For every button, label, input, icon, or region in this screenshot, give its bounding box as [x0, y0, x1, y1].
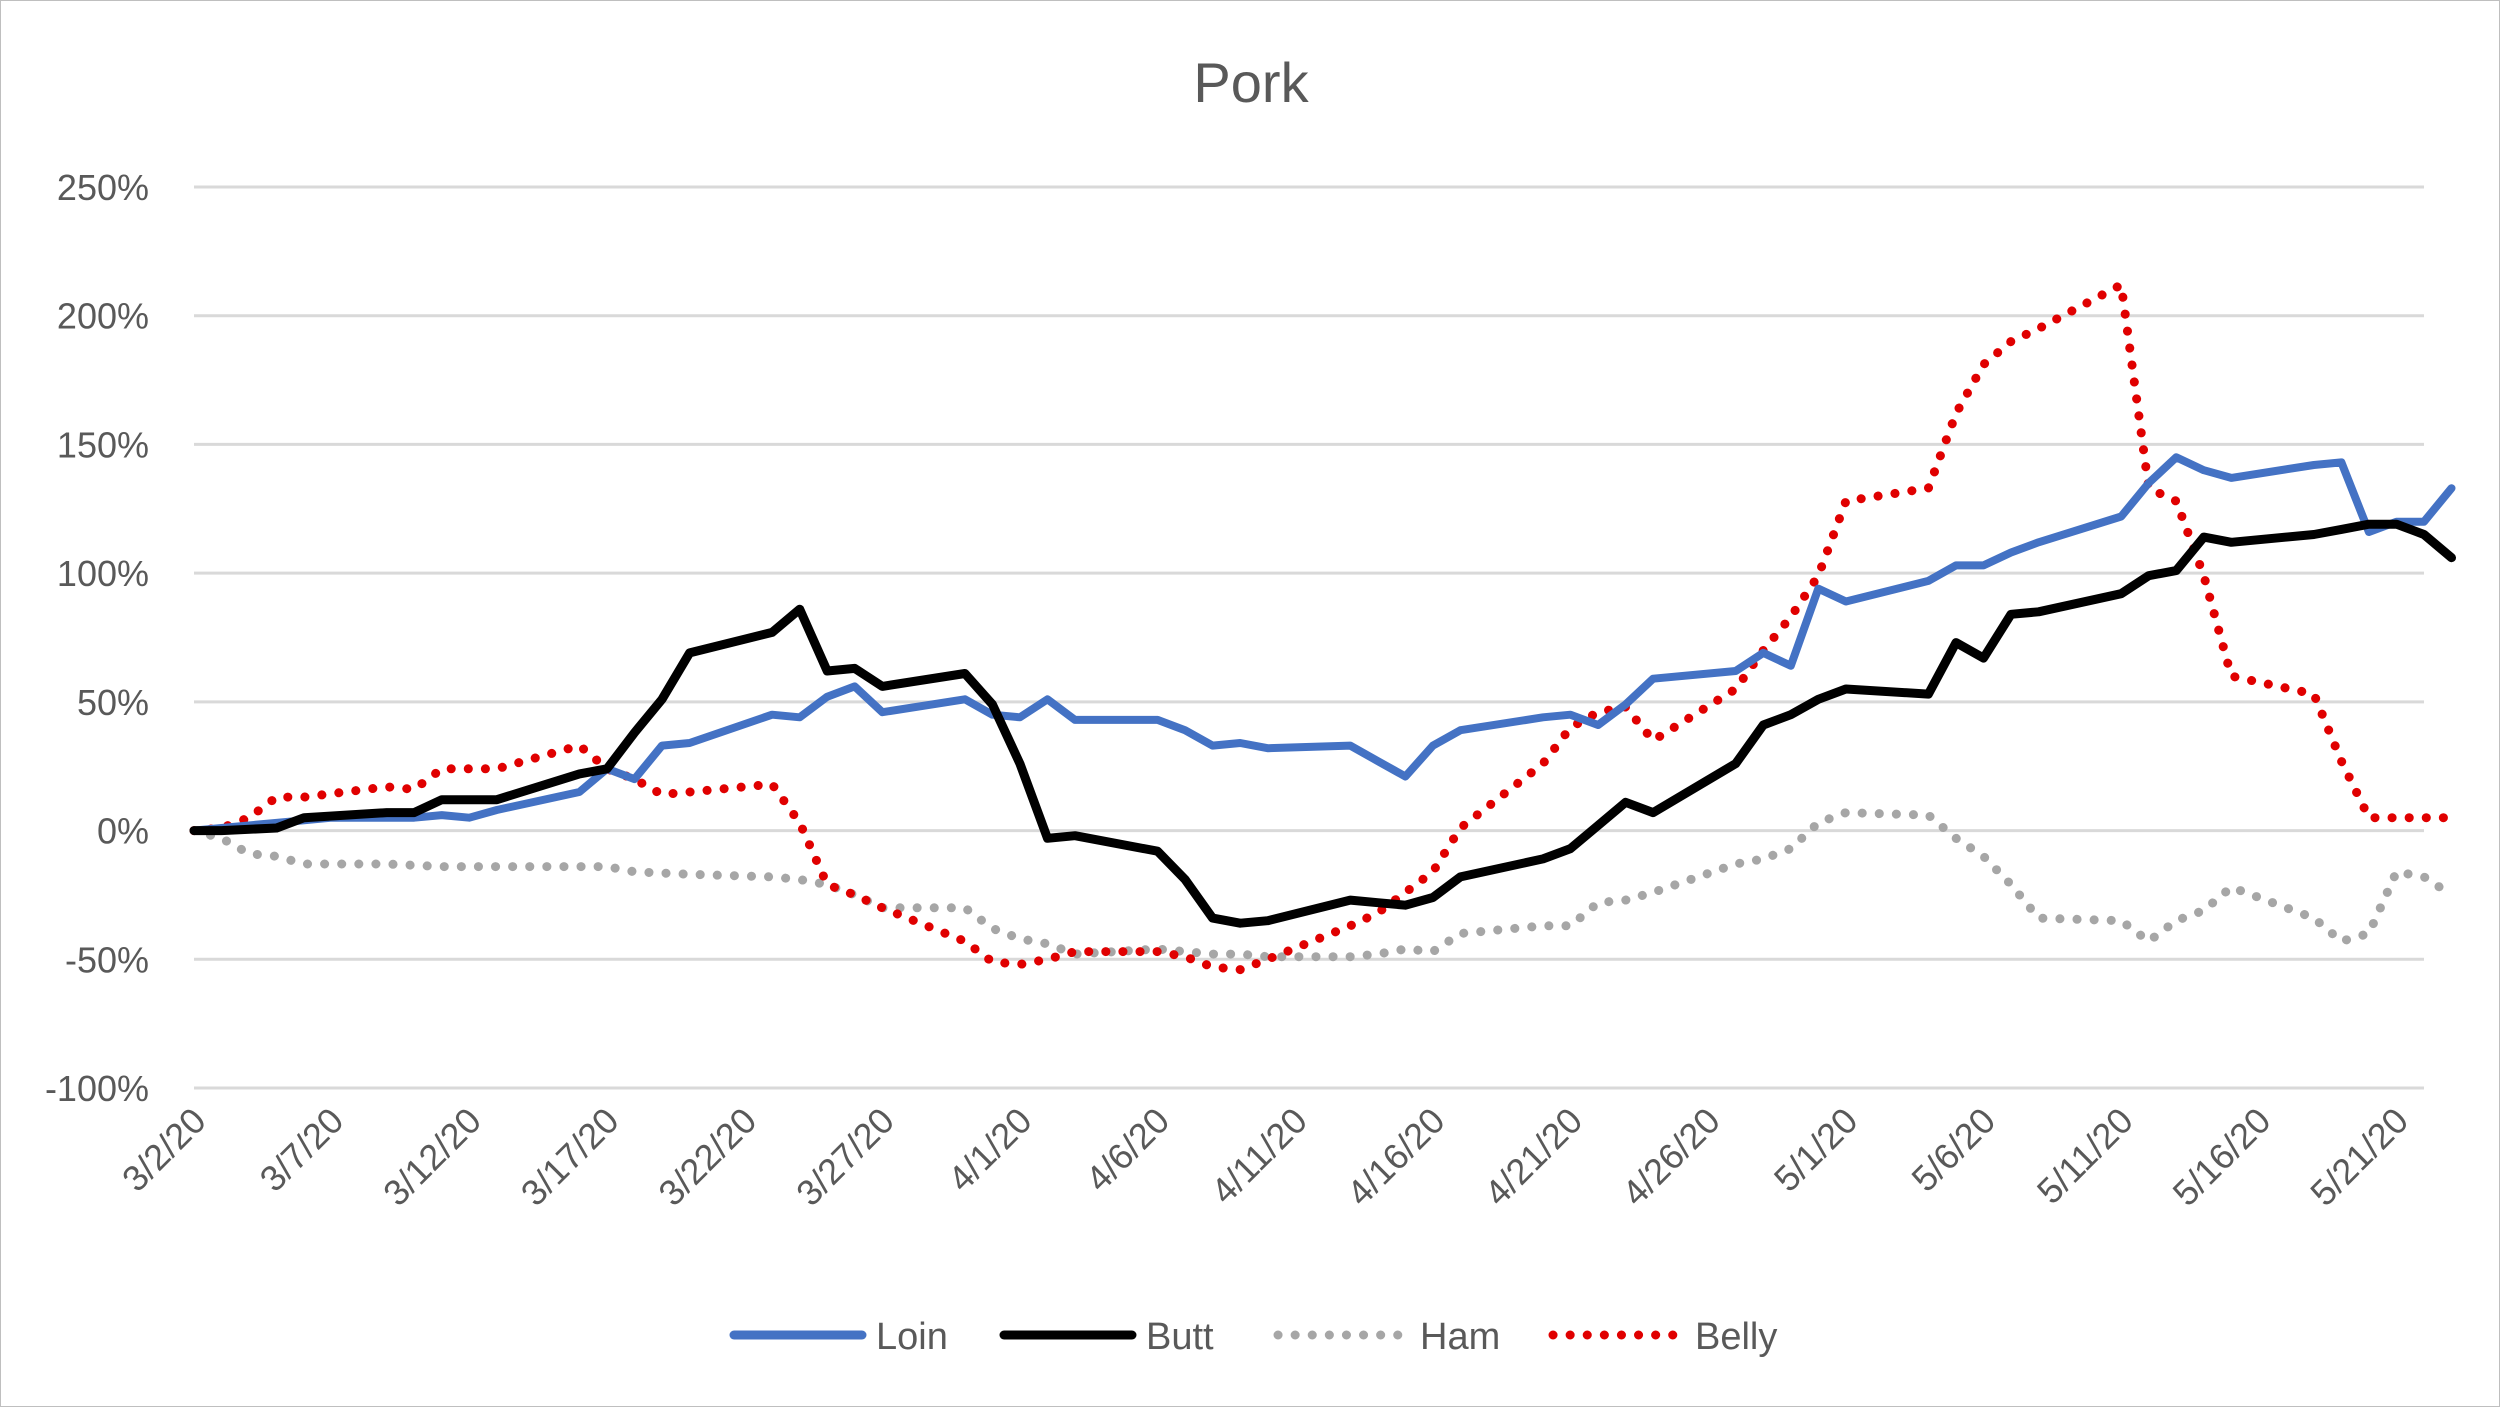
series-line-butt	[189, 519, 2456, 928]
x-tick-label: 4/21/20	[1476, 1100, 1590, 1214]
legend-label-butt: Butt	[1146, 1316, 1214, 1358]
legend-label-loin: Loin	[876, 1316, 948, 1358]
legend-label-ham: Ham	[1420, 1316, 1500, 1358]
y-tick-label: -100%	[45, 1068, 149, 1109]
x-tick-label: 3/22/20	[650, 1100, 764, 1214]
x-tick-label: 3/17/20	[513, 1100, 627, 1214]
y-tick-label: 100%	[57, 553, 149, 594]
y-tick-label: 0%	[97, 811, 149, 852]
legend: Loin Butt Ham Belly	[729, 1316, 1777, 1358]
y-axis-tick-labels: 250% 200% 150% 100% 50% 0% -50% -100%	[45, 167, 149, 1109]
chart-title: Pork	[1193, 51, 1309, 114]
x-tick-label: 5/1/20	[1766, 1100, 1866, 1200]
x-tick-label: 4/1/20	[940, 1100, 1040, 1200]
y-tick-label: -50%	[65, 939, 149, 980]
y-tick-label: 150%	[57, 424, 149, 465]
series-line-loin	[190, 453, 2456, 835]
x-tick-label: 5/6/20	[1903, 1100, 2003, 1200]
x-tick-label: 5/21/20	[2302, 1100, 2416, 1214]
y-tick-label: 200%	[57, 296, 149, 337]
x-tick-label: 5/11/20	[2029, 1100, 2141, 1212]
series-lines	[189, 280, 2456, 975]
x-tick-label: 3/27/20	[788, 1100, 902, 1214]
x-tick-label: 3/7/20	[252, 1100, 352, 1200]
series-line-belly	[189, 280, 2456, 975]
x-tick-label: 4/16/20	[1339, 1100, 1453, 1214]
x-tick-label: 4/11/20	[1203, 1100, 1315, 1212]
y-tick-label: 250%	[57, 167, 149, 208]
x-tick-label: 4/26/20	[1614, 1100, 1728, 1214]
gridlines	[194, 185, 2424, 1090]
x-tick-label: 5/16/20	[2165, 1100, 2279, 1214]
x-tick-label: 4/6/20	[1077, 1100, 1177, 1200]
x-tick-label: 3/2/20	[114, 1100, 214, 1200]
y-tick-label: 50%	[77, 682, 149, 723]
series-line-ham	[189, 808, 2456, 962]
x-tick-label: 3/12/20	[375, 1100, 489, 1214]
legend-label-belly: Belly	[1695, 1316, 1777, 1358]
x-axis-tick-labels: 3/2/20 3/7/20 3/12/20 3/17/20 3/22/20 3/27/20…	[114, 1100, 2416, 1214]
